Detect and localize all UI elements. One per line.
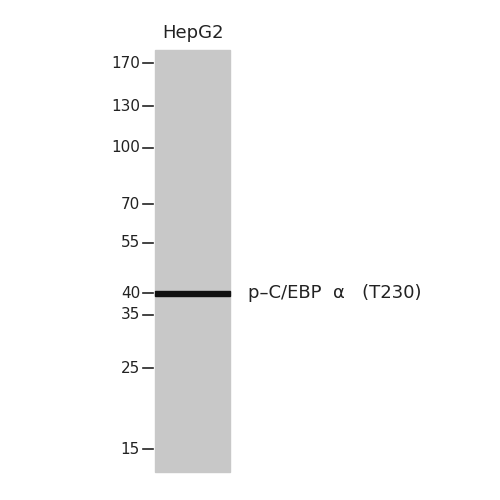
Text: 25: 25 [121,360,140,376]
Text: 70: 70 [121,197,140,212]
Text: 55: 55 [121,236,140,250]
Text: 35: 35 [120,307,140,322]
Text: p–C/EBP  α   (T230): p–C/EBP α (T230) [248,284,422,302]
Text: 100: 100 [111,140,140,156]
Text: 40: 40 [121,286,140,301]
Text: 130: 130 [111,98,140,114]
Text: HepG2: HepG2 [162,24,223,42]
Text: 170: 170 [111,56,140,71]
Bar [155,291,230,296]
Bar [155,50,230,472]
Text: 15: 15 [121,442,140,457]
